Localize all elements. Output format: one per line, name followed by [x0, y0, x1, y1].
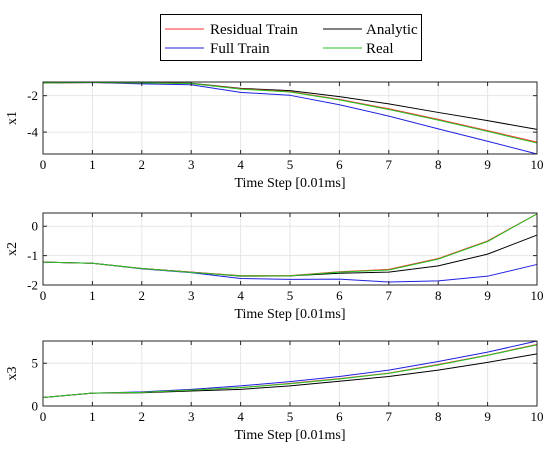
x-tick-label: 7 — [386, 157, 393, 172]
x-tick-label: 3 — [188, 288, 195, 303]
x-tick-label: 0 — [40, 157, 47, 172]
x-tick-label: 7 — [386, 288, 393, 303]
x-tick-label: 9 — [484, 157, 491, 172]
y-tick-label: -2 — [27, 278, 38, 293]
x-axis-label: Time Step [0.01ms] — [234, 307, 345, 322]
x-tick-label: 2 — [139, 288, 146, 303]
y-axis-label: x2 — [5, 242, 20, 256]
y-tick-label: -2 — [27, 88, 38, 103]
x-tick-label: 6 — [336, 288, 343, 303]
legend-box — [160, 14, 422, 61]
x-tick-label: 0 — [40, 288, 47, 303]
x-tick-label: 1 — [89, 288, 96, 303]
x-tick-label: 6 — [336, 157, 343, 172]
x-tick-label: 4 — [237, 409, 244, 424]
x-tick-label: 9 — [484, 409, 491, 424]
x-tick-label: 1 — [89, 409, 96, 424]
series-line-real — [42, 213, 538, 277]
x-tick-label: 8 — [435, 288, 442, 303]
legend-label-residual-train: Residual Train — [210, 22, 298, 38]
x-tick-label: 1 — [89, 157, 96, 172]
legend-label-real: Real — [366, 41, 394, 57]
x-tick-label: 3 — [188, 409, 195, 424]
x-axis-label: Time Step [0.01ms] — [234, 428, 345, 443]
x-tick-label: 4 — [237, 288, 244, 303]
y-tick-label: 0 — [32, 219, 39, 234]
y-tick-label: -1 — [27, 248, 38, 263]
y-axis-label: x3 — [5, 367, 20, 381]
x-tick-label: 5 — [287, 288, 294, 303]
subplot-3: 0 1 2 3 4 5 6 7 8 9 10 0 5 Time Step [0.01ms] x3 — [5, 340, 544, 443]
y-tick-label: -4 — [27, 125, 38, 140]
x-tick-label: 7 — [386, 409, 393, 424]
series-line-real — [42, 344, 538, 398]
x-tick-label: 2 — [139, 157, 146, 172]
x-tick-label: 5 — [287, 157, 294, 172]
x-tick-label: 8 — [435, 157, 442, 172]
y-tick-label: 5 — [32, 356, 39, 371]
y-tick-label: 0 — [32, 399, 39, 414]
x-tick-label: 10 — [531, 409, 544, 424]
x-tick-label: 5 — [287, 409, 294, 424]
legend-label-analytic: Analytic — [366, 22, 418, 38]
x-tick-label: 10 — [531, 288, 544, 303]
subplot-2: 0 1 2 3 4 5 6 7 8 9 10 0 -1 -2 Time Step [0.01ms] x2 — [5, 212, 544, 322]
series-line-full-train — [42, 82, 538, 155]
x-tick-label: 0 — [40, 409, 47, 424]
subplot-1: 0 1 2 3 4 5 6 7 8 9 10 -2 -4 Time Step [0.01ms] x1 — [5, 81, 544, 191]
x-tick-label: 9 — [484, 288, 491, 303]
legend: Residual Train Analytic Full Train Real — [160, 14, 422, 61]
x-tick-label: 6 — [336, 409, 343, 424]
legend-label-full-train: Full Train — [210, 41, 270, 57]
x-tick-label: 4 — [237, 157, 244, 172]
x-tick-label: 8 — [435, 409, 442, 424]
x-tick-label: 10 — [531, 157, 544, 172]
y-axis-label: x1 — [5, 111, 20, 125]
x-axis-label: Time Step [0.01ms] — [234, 176, 345, 191]
x-tick-label: 2 — [139, 409, 146, 424]
x-tick-label: 3 — [188, 157, 195, 172]
series-line-real — [42, 82, 538, 144]
